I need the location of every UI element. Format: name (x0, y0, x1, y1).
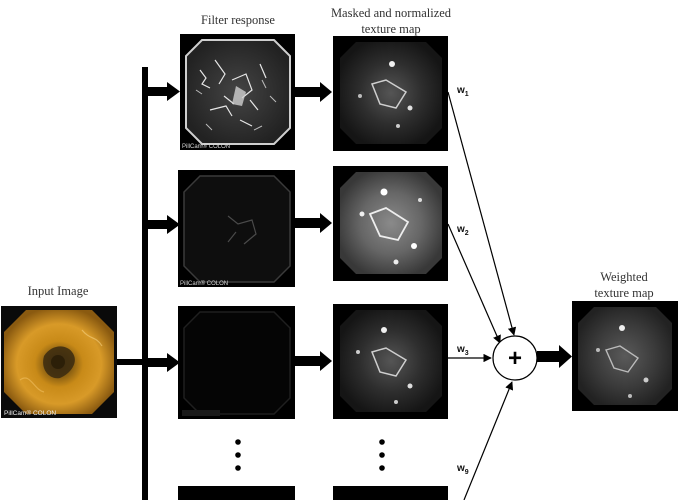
filter-response-image-2: PillCam® COLON (178, 170, 295, 287)
masked-texture-map-4 (333, 486, 448, 500)
filter-to-mask-arrow-3 (295, 351, 332, 371)
weighted-texture-label-line2: texture map (594, 286, 653, 300)
plus-icon: + (508, 345, 522, 372)
ellipsis-mask-column (379, 439, 385, 471)
weighted-texture-label-line1: Weighted (600, 270, 648, 284)
weight-label-2: w2 (456, 224, 469, 237)
branch-arrow-2 (145, 215, 180, 234)
filter-to-mask-arrow-2 (295, 213, 332, 233)
branch-arrow-1 (145, 82, 180, 101)
weight-label-3: w3 (456, 344, 469, 357)
output-arrow (537, 345, 572, 368)
weight-arrow-9 (463, 381, 514, 500)
filter-response-image-4 (178, 486, 295, 500)
weight-label-1: w1 (456, 85, 469, 98)
filter-watermark-1: PillCam® COLON (182, 143, 230, 150)
filter-response-image-1: PillCam® COLON (180, 34, 295, 150)
branch-arrow-3 (145, 353, 180, 372)
masked-texture-map-2 (333, 166, 448, 281)
filter-watermark-2: PillCam® COLON (180, 280, 228, 287)
filter-response-label: Filter response (201, 13, 275, 27)
input-watermark: PillCam® COLON (4, 409, 56, 417)
masked-texture-label-line2: texture map (361, 22, 420, 36)
weighted-texture-map (572, 301, 678, 411)
filter-to-mask-arrow-1 (295, 82, 332, 102)
masked-texture-label-line1: Masked and normalized (331, 6, 452, 20)
input-image: PillCam® COLON (1, 306, 117, 418)
masked-texture-map-1 (333, 36, 448, 151)
weight-label-9: w9 (456, 463, 469, 476)
masked-texture-map-3 (333, 304, 448, 419)
weight-arrow-2 (447, 223, 501, 344)
ellipsis-filter-column (235, 439, 241, 471)
weight-arrow-1 (447, 91, 517, 336)
input-image-label: Input Image (28, 284, 89, 298)
filter-response-image-3 (178, 306, 295, 419)
